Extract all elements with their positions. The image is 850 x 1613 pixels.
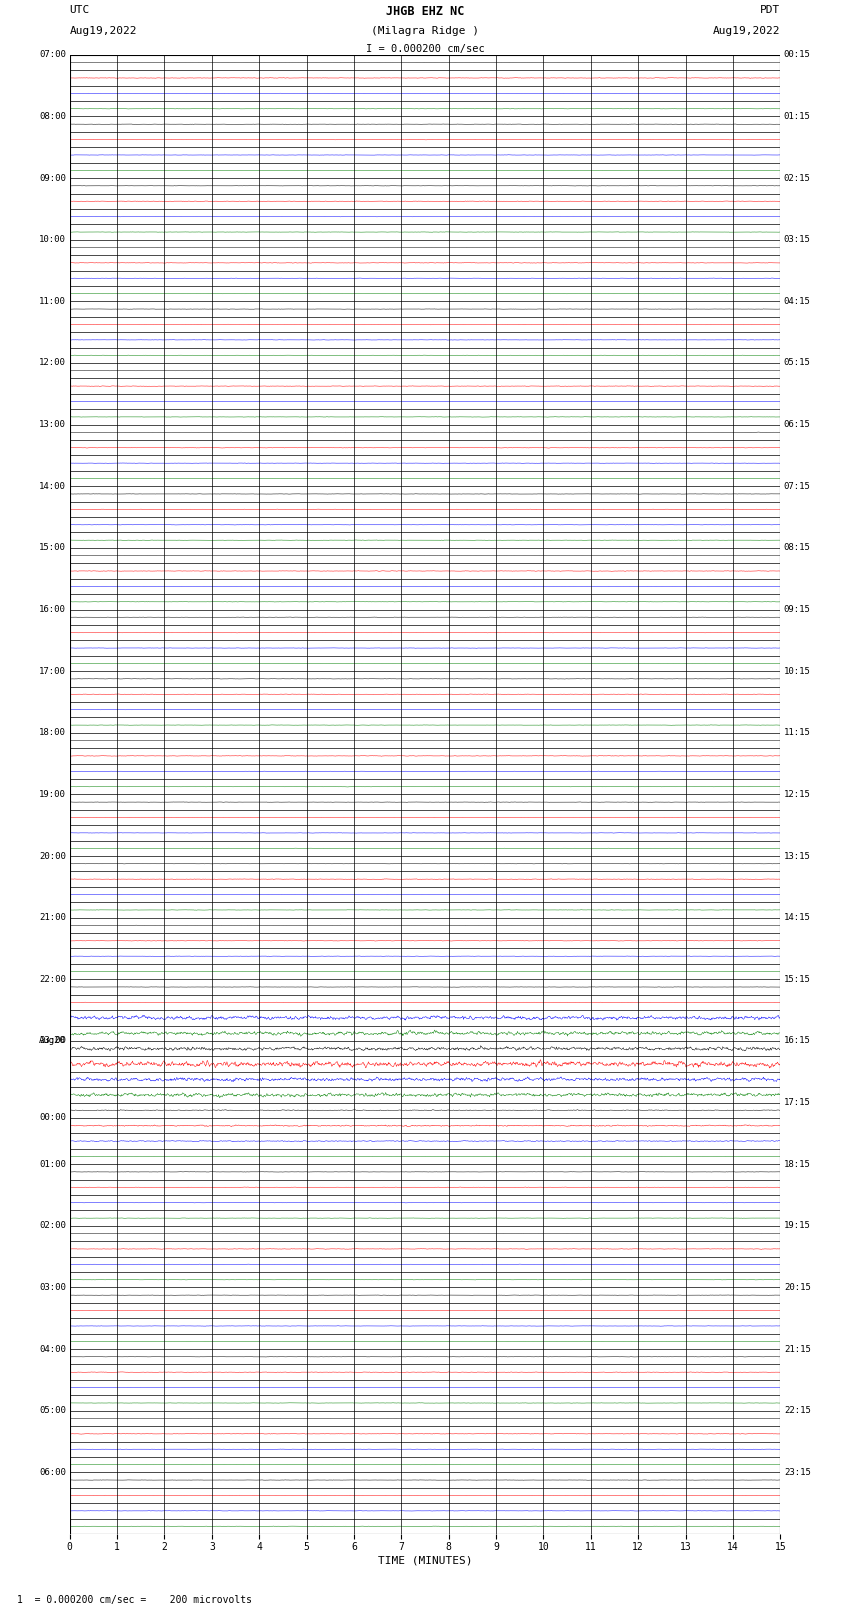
Text: 12:00: 12:00 [39,358,66,368]
Text: 06:00: 06:00 [39,1468,66,1478]
Text: 17:15: 17:15 [784,1098,811,1107]
Text: 14:15: 14:15 [784,913,811,923]
Text: 04:15: 04:15 [784,297,811,306]
Text: 22:00: 22:00 [39,974,66,984]
X-axis label: TIME (MINUTES): TIME (MINUTES) [377,1557,473,1566]
Text: 02:00: 02:00 [39,1221,66,1231]
Text: 01:00: 01:00 [39,1160,66,1169]
Text: 03:15: 03:15 [784,235,811,244]
Text: 15:15: 15:15 [784,974,811,984]
Text: 16:00: 16:00 [39,605,66,615]
Text: 07:15: 07:15 [784,482,811,490]
Text: 05:00: 05:00 [39,1407,66,1415]
Text: 08:00: 08:00 [39,111,66,121]
Text: 09:00: 09:00 [39,174,66,182]
Text: 16:15: 16:15 [784,1037,811,1045]
Text: 12:15: 12:15 [784,790,811,798]
Text: 18:00: 18:00 [39,729,66,737]
Text: Aug20: Aug20 [39,1037,66,1045]
Text: 23:15: 23:15 [784,1468,811,1478]
Text: 01:15: 01:15 [784,111,811,121]
Text: Aug19,2022: Aug19,2022 [713,26,780,35]
Text: 15:00: 15:00 [39,544,66,552]
Text: 04:00: 04:00 [39,1345,66,1353]
Text: 06:15: 06:15 [784,419,811,429]
Text: 02:15: 02:15 [784,174,811,182]
Text: JHGB EHZ NC: JHGB EHZ NC [386,5,464,18]
Text: 07:00: 07:00 [39,50,66,60]
Text: 1  = 0.000200 cm/sec =    200 microvolts: 1 = 0.000200 cm/sec = 200 microvolts [17,1595,252,1605]
Text: 08:15: 08:15 [784,544,811,552]
Text: 19:00: 19:00 [39,790,66,798]
Text: 21:00: 21:00 [39,913,66,923]
Text: 10:15: 10:15 [784,666,811,676]
Text: 09:15: 09:15 [784,605,811,615]
Text: UTC: UTC [70,5,90,15]
Text: 20:00: 20:00 [39,852,66,860]
Text: 00:00: 00:00 [39,1113,66,1123]
Text: 11:00: 11:00 [39,297,66,306]
Text: 19:15: 19:15 [784,1221,811,1231]
Text: 13:15: 13:15 [784,852,811,860]
Text: 00:15: 00:15 [784,50,811,60]
Text: 05:15: 05:15 [784,358,811,368]
Text: Aug19,2022: Aug19,2022 [70,26,137,35]
Text: 03:00: 03:00 [39,1282,66,1292]
Text: PDT: PDT [760,5,780,15]
Text: 18:15: 18:15 [784,1160,811,1169]
Text: 11:15: 11:15 [784,729,811,737]
Text: 13:00: 13:00 [39,419,66,429]
Text: 20:15: 20:15 [784,1282,811,1292]
Text: 14:00: 14:00 [39,482,66,490]
Text: I = 0.000200 cm/sec: I = 0.000200 cm/sec [366,44,484,53]
Text: (Milagra Ridge ): (Milagra Ridge ) [371,26,479,35]
Text: 17:00: 17:00 [39,666,66,676]
Text: 10:00: 10:00 [39,235,66,244]
Text: 23:00: 23:00 [39,1037,66,1045]
Text: 22:15: 22:15 [784,1407,811,1415]
Text: 21:15: 21:15 [784,1345,811,1353]
